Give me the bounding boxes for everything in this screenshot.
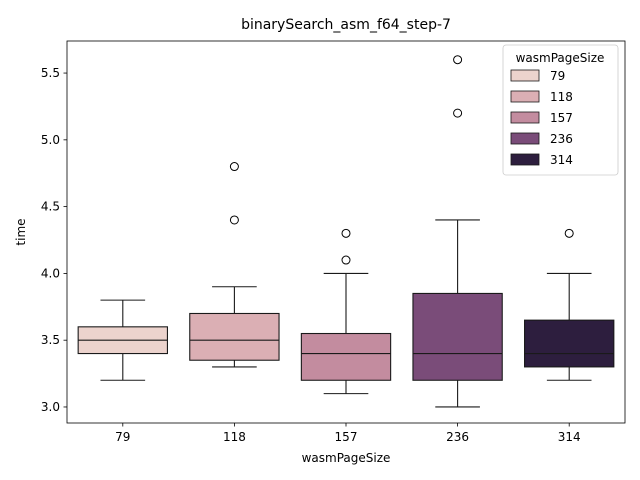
- outlier-point: [564, 228, 574, 238]
- iqr-box: [189, 312, 280, 361]
- y-axis: 3.0 3.5 4.0 4.5 5.0 5.5: [41, 66, 67, 414]
- box-group-79: [77, 299, 168, 381]
- x-axis: 79 118 157 236 314: [115, 423, 581, 444]
- x-tick-label: 118: [223, 430, 246, 444]
- outlier-point: [229, 162, 239, 172]
- legend-label: 118: [550, 90, 573, 104]
- legend-label: 314: [550, 153, 573, 167]
- iqr-box: [524, 319, 615, 368]
- y-axis-label: time: [14, 218, 28, 245]
- y-tick-label: 5.5: [41, 66, 60, 80]
- legend-swatch: [510, 153, 540, 166]
- legend-label: 79: [550, 69, 565, 83]
- legend: wasmPageSize 79 118 157 236 314: [502, 44, 619, 176]
- legend-swatch: [510, 111, 540, 124]
- legend-swatch: [510, 90, 540, 103]
- legend-label: 236: [550, 132, 573, 146]
- x-tick-label: 157: [335, 430, 358, 444]
- y-tick-label: 3.5: [41, 333, 60, 347]
- y-tick-label: 3.0: [41, 400, 60, 414]
- box-group-236: [412, 55, 503, 408]
- y-tick-label: 5.0: [41, 133, 60, 147]
- iqr-box: [412, 292, 503, 381]
- legend-title: wasmPageSize: [516, 51, 605, 65]
- outlier-point: [453, 108, 463, 118]
- iqr-box: [300, 332, 392, 381]
- chart-title: binarySearch_asm_f64_step-7: [241, 17, 451, 33]
- legend-items: 79 118 157 236 314: [510, 69, 573, 167]
- y-tick-label: 4.5: [41, 200, 60, 214]
- legend-label: 157: [550, 111, 573, 125]
- outlier-point: [341, 228, 351, 238]
- plot-boxes: [77, 55, 615, 408]
- box-group-118: [189, 162, 280, 368]
- box-group-157: [300, 228, 392, 395]
- x-tick-label: 314: [558, 430, 581, 444]
- outlier-point: [341, 255, 351, 265]
- legend-swatch: [510, 69, 540, 82]
- outlier-point: [453, 55, 463, 65]
- legend-swatch: [510, 132, 540, 145]
- y-tick-label: 4.0: [41, 266, 60, 280]
- x-axis-label: wasmPageSize: [302, 451, 391, 465]
- outlier-point: [229, 215, 239, 225]
- x-tick-label: 79: [115, 430, 130, 444]
- x-tick-label: 236: [446, 430, 469, 444]
- box-group-314: [524, 228, 615, 381]
